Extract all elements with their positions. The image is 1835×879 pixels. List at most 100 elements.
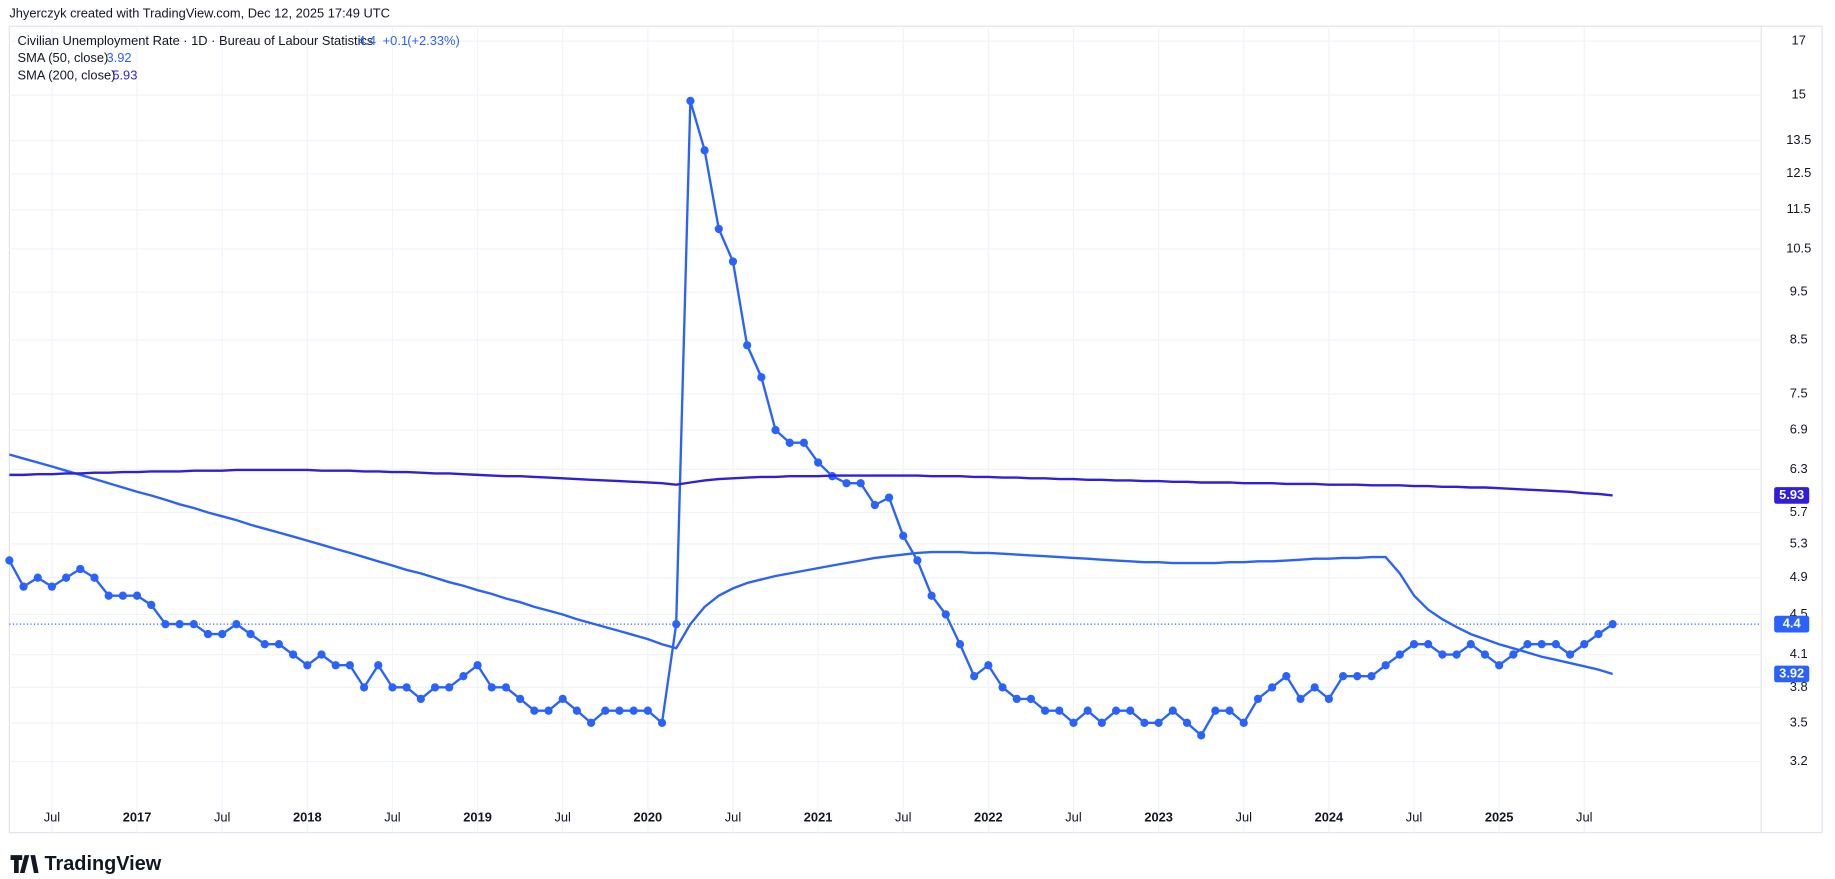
y-tick-label: 3.8	[1790, 679, 1808, 694]
data-point	[104, 591, 113, 600]
y-tick-label: 6.3	[1790, 461, 1808, 476]
y-tick-label: 4.1	[1790, 646, 1808, 661]
data-point	[870, 500, 879, 510]
y-tick-label: 12.5	[1786, 165, 1811, 180]
data-point	[1594, 629, 1603, 639]
data-point	[47, 582, 57, 591]
y-tick-label: 9.5	[1790, 284, 1808, 299]
data-point	[1126, 706, 1135, 715]
data-point	[586, 718, 596, 728]
data-point	[544, 706, 553, 715]
data-point	[714, 224, 723, 234]
x-tick-label: Jul	[214, 810, 231, 825]
data-point	[927, 591, 936, 600]
data-point	[76, 564, 85, 574]
data-point	[33, 573, 42, 582]
data-point	[615, 706, 624, 715]
data-point	[1268, 683, 1277, 692]
data-point	[757, 373, 766, 382]
data-point	[62, 573, 71, 582]
y-tick-label: 13.5	[1786, 132, 1811, 147]
data-point	[303, 661, 312, 670]
data-point	[572, 706, 581, 715]
y-tick-label: 4.9	[1790, 569, 1808, 584]
data-point	[1140, 718, 1149, 728]
data-point	[984, 661, 993, 670]
data-point	[728, 257, 738, 266]
data-point	[842, 479, 851, 488]
x-tick-label: Jul	[44, 810, 61, 825]
y-tick-label: 6.9	[1790, 421, 1808, 436]
x-tick-label: Jul	[895, 810, 912, 825]
data-point	[331, 661, 340, 670]
data-point	[388, 683, 397, 692]
data-point	[785, 438, 794, 447]
data-point	[359, 683, 369, 692]
data-point	[530, 706, 539, 715]
frame	[8, 25, 1823, 834]
data-point	[1069, 718, 1078, 728]
data-point	[1111, 706, 1121, 715]
data-point	[487, 683, 496, 692]
data-point	[232, 619, 241, 629]
data-point	[955, 640, 965, 649]
data-point	[941, 610, 950, 619]
price-badge	[1774, 615, 1810, 633]
data-point	[771, 425, 780, 435]
data-point	[1480, 650, 1490, 659]
y-tick-label: 15	[1792, 86, 1806, 101]
x-tick-label: 2024	[1315, 810, 1344, 825]
data-point	[430, 683, 440, 692]
data-point	[1608, 619, 1617, 629]
data-point	[260, 640, 269, 649]
data-point	[1395, 650, 1404, 659]
data-point	[686, 96, 695, 106]
logo-icon	[10, 855, 39, 874]
x-tick-label: 2022	[974, 810, 1003, 825]
data-point	[1282, 672, 1291, 681]
data-point	[970, 672, 979, 681]
data-point	[998, 683, 1007, 692]
data-point	[1168, 706, 1177, 715]
legend-title: Civilian Unemployment Rate · 1D · Bureau…	[18, 33, 374, 48]
data-point	[1097, 718, 1106, 728]
price-badge	[1774, 487, 1810, 504]
data-point	[672, 619, 681, 629]
data-point	[445, 683, 454, 692]
data-point	[345, 661, 354, 670]
legend-value: 5.93	[112, 68, 137, 83]
data-point	[1466, 640, 1475, 649]
data-point	[884, 493, 894, 502]
data-point	[1367, 672, 1376, 681]
series-line	[9, 453, 1613, 676]
y-tick-label: 8.5	[1790, 331, 1808, 346]
data-point	[814, 458, 823, 467]
data-point	[1324, 694, 1333, 704]
data-point	[913, 556, 922, 565]
x-tick-label: 2020	[634, 810, 663, 825]
x-tick-label: 2017	[123, 810, 152, 825]
x-tick-label: Jul	[384, 810, 401, 825]
data-point	[1438, 650, 1447, 659]
data-point	[147, 600, 156, 610]
x-tick-label: Jul	[1065, 810, 1082, 825]
data-point	[1296, 694, 1305, 704]
x-tick-label: Jul	[725, 810, 742, 825]
data-point	[5, 556, 14, 565]
data-point	[799, 438, 809, 447]
data-point	[1565, 650, 1575, 659]
data-point	[118, 591, 127, 600]
legend-value: 3.92	[106, 50, 131, 65]
header: Jhyerczyk created with TradingView.com, …	[9, 6, 390, 21]
data-point	[657, 718, 667, 728]
data-point	[132, 591, 142, 600]
logo: TradingView	[10, 853, 162, 875]
data-point	[1239, 718, 1248, 728]
x-tick-label: 2023	[1144, 810, 1173, 825]
data-point	[1225, 706, 1234, 715]
data-point	[516, 694, 525, 704]
data-point	[1083, 706, 1092, 715]
data-point	[1338, 672, 1348, 681]
